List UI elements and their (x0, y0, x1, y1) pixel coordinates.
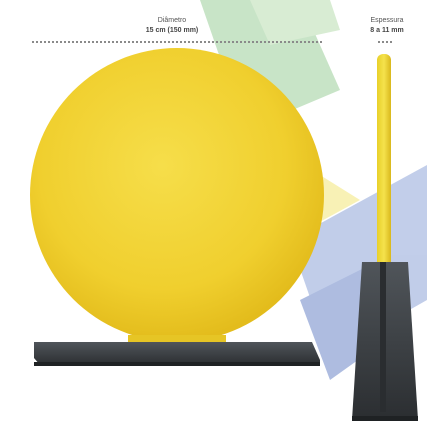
disc-target-front (30, 48, 324, 366)
side-base-shadow (352, 416, 418, 421)
base-slot (380, 262, 386, 412)
diameter-dimension-line (32, 41, 322, 43)
front-base-shadow (34, 362, 320, 366)
diameter-title: Diâmetro (157, 17, 187, 24)
thickness-title: Espessura (370, 17, 404, 24)
thickness-value: 8 a 11 mm (370, 27, 404, 34)
disc-target-side (352, 54, 418, 421)
diameter-value: 15 cm (150 mm) (145, 27, 199, 34)
front-base (34, 342, 320, 365)
watermark-green-top (250, 0, 340, 45)
yellow-disc (30, 48, 324, 342)
thickness-dimension-line (378, 41, 392, 43)
